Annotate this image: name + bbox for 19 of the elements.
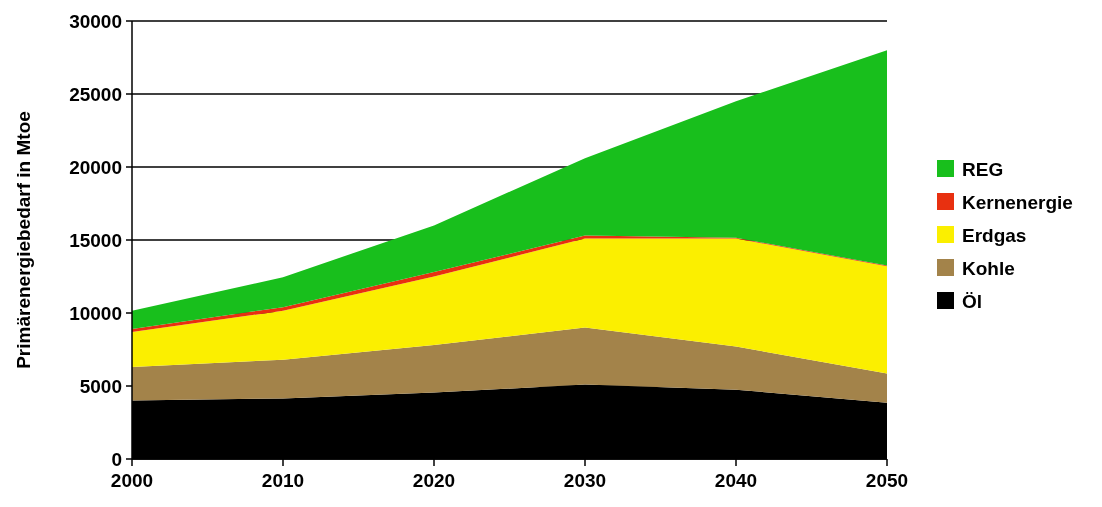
x-tick-label: 2030 [563,470,607,491]
x-tick-label: 2010 [261,470,305,491]
y-tick-label: 20000 [69,156,122,178]
legend-label: REG [962,158,1004,180]
y-tick-label: 30000 [69,10,122,32]
legend-label: Kernenergie [962,191,1073,213]
legend-label: Erdgas [962,224,1027,246]
x-tick-label: 2050 [865,470,909,491]
y-tick-label: 10000 [69,302,122,324]
x-tick-label: 2000 [110,470,154,491]
y-axis-title: Primärenergiebedarf in Mtoe [13,111,34,369]
y-tick-label: 15000 [69,229,122,251]
x-tick-label: 2040 [714,470,758,491]
y-tick-label: 0 [111,448,122,470]
legend-label: Öl [962,290,983,312]
legend-label: Kohle [962,257,1015,279]
y-tick-label: 5000 [79,375,122,397]
y-tick-label: 25000 [69,83,122,105]
x-tick-label: 2020 [412,470,456,491]
